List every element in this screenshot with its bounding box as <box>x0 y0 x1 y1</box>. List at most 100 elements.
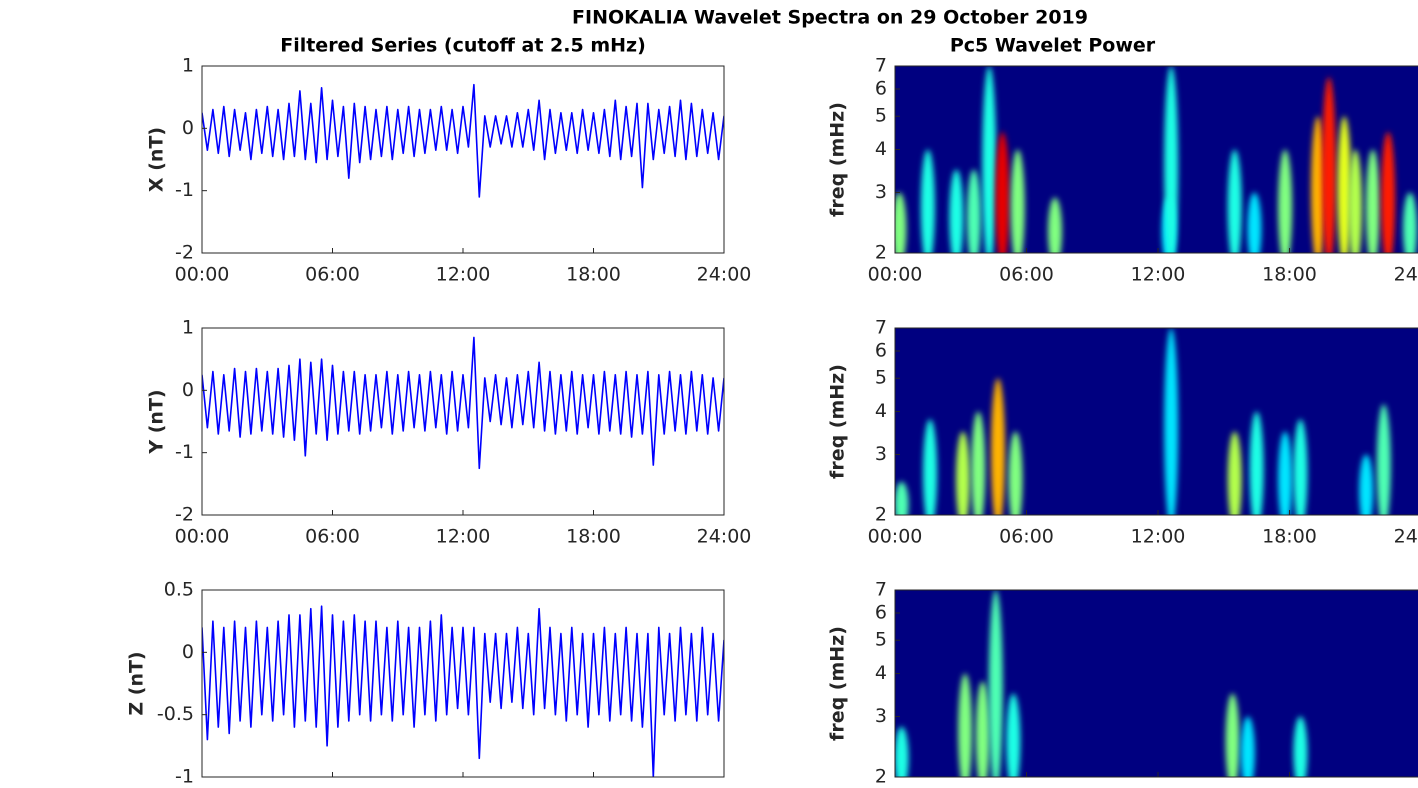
y-tick-label: 5 <box>875 367 887 389</box>
wavelet-burst <box>1010 149 1025 253</box>
wavelet-burst <box>1359 454 1374 515</box>
wavelet-burst <box>1247 192 1262 253</box>
subplot-title: Pc5 Wavelet Power <box>950 35 1156 57</box>
subplot: 2 3 4 5 67 freq (mHz) <box>827 579 1418 788</box>
wavelet-burst <box>1365 149 1380 253</box>
y-tick-label: 5 <box>875 105 887 127</box>
wavelet-burst <box>1293 419 1308 515</box>
wavelet-burst <box>1337 116 1352 253</box>
x-tick-label: 12:00 <box>1131 526 1186 548</box>
plot-background <box>202 328 724 515</box>
wavelet-burst <box>955 431 970 515</box>
y-axis-label: freq (mHz) <box>827 626 849 741</box>
wavelet-burst <box>982 66 997 253</box>
y-tick-label: 6 <box>875 78 887 100</box>
y-tick-label: -0.5 <box>157 703 194 725</box>
y-tick-label: 3 <box>875 181 887 203</box>
wavelet-burst <box>895 726 909 777</box>
y-tick-label: 2 <box>875 766 887 788</box>
y-tick-label: 6 <box>875 340 887 362</box>
wavelet-burst <box>949 169 964 253</box>
wavelet-burst <box>991 378 1006 515</box>
y-tick-label: 2 <box>875 504 887 526</box>
y-tick-label: 7 <box>875 579 887 601</box>
y-tick-label: 6 <box>875 602 887 624</box>
wavelet-burst <box>1240 716 1255 777</box>
y-axis-label: Y (nT) <box>146 389 168 454</box>
wavelet-burst <box>1278 431 1293 515</box>
y-axis-label: X (nT) <box>146 127 168 192</box>
wavelet-burst <box>995 131 1010 253</box>
y-tick-label: 0.5 <box>164 579 194 601</box>
subplot: -2 -1 0 1 00:00 06:00 12:00 18:00 24:00 Y (nT) <box>146 317 752 548</box>
x-tick-label: 06:00 <box>305 526 360 548</box>
wavelet-burst <box>1225 693 1240 777</box>
x-tick-label: 18:00 <box>566 526 621 548</box>
wavelet-burst <box>1403 192 1418 253</box>
y-tick-label: 7 <box>875 55 887 77</box>
y-tick-label: 2 <box>875 242 887 264</box>
wavelet-burst <box>1047 197 1062 253</box>
wavelet-burst <box>1321 77 1336 253</box>
wavelet-burst <box>958 673 973 777</box>
x-tick-label: 18:00 <box>566 264 621 286</box>
y-tick-label: 4 <box>875 138 887 160</box>
wavelet-burst <box>971 411 986 515</box>
x-tick-label: 00:00 <box>868 526 923 548</box>
wavelet-burst <box>1006 693 1021 777</box>
y-tick-label: -2 <box>175 504 194 526</box>
wavelet-burst <box>1278 149 1293 253</box>
y-tick-label: 1 <box>182 55 194 77</box>
x-tick-label: 00:00 <box>175 526 230 548</box>
y-axis-label: Z (nT) <box>126 651 148 715</box>
wavelet-burst <box>1249 411 1264 515</box>
wavelet-burst <box>1227 149 1242 253</box>
wavelet-burst <box>975 681 990 777</box>
y-tick-label: -2 <box>175 242 194 264</box>
bursts <box>895 66 1418 253</box>
y-tick-label: 0 <box>182 641 194 663</box>
wavelet-burst <box>1164 66 1179 253</box>
wavelet-burst <box>1310 116 1325 253</box>
x-tick-label: 00:00 <box>868 264 923 286</box>
y-tick-label: 4 <box>875 400 887 422</box>
x-tick-label: 12:00 <box>436 264 491 286</box>
subplot-title: Filtered Series (cutoff at 2.5 mHz) <box>280 35 646 57</box>
wavelet-burst <box>1348 149 1363 253</box>
x-tick-label: 12:00 <box>1131 264 1186 286</box>
x-tick-label: 18:00 <box>1262 264 1317 286</box>
x-tick-label: 24:00 <box>697 526 752 548</box>
x-tick-label: 06:00 <box>999 264 1054 286</box>
x-tick-label: 24:00 <box>1394 264 1418 286</box>
y-tick-label: 3 <box>875 705 887 727</box>
series-line <box>202 605 724 777</box>
y-axis-label: freq (mHz) <box>827 102 849 217</box>
x-tick-label: 00:00 <box>175 264 230 286</box>
x-tick-label: 24:00 <box>1394 526 1418 548</box>
y-tick-label: -1 <box>175 441 194 463</box>
y-tick-label: 0 <box>182 379 194 401</box>
wavelet-burst <box>966 169 981 253</box>
wavelet-burst <box>988 590 1003 777</box>
subplot: -1 -0.5 0 0.5 Z (nT) <box>126 579 725 788</box>
x-tick-label: 06:00 <box>999 526 1054 548</box>
y-tick-label: 0 <box>182 117 194 139</box>
wavelet-burst <box>1293 716 1308 777</box>
figure-title: FINOKALIA Wavelet Spectra on 29 October … <box>572 7 1088 29</box>
series-line <box>202 336 724 470</box>
subplot: Filtered Series (cutoff at 2.5 mHz) -2 -1 0… <box>146 35 752 286</box>
x-tick-label: 12:00 <box>436 526 491 548</box>
bursts <box>895 328 1391 515</box>
y-tick-label: 7 <box>875 317 887 339</box>
plot-background <box>202 66 724 253</box>
plot-background <box>895 590 1418 777</box>
x-tick-label: 06:00 <box>305 264 360 286</box>
subplot: Pc5 Wavelet Power 2 3 4 5 67 00:00 06:00 12:00 18… <box>827 35 1418 286</box>
y-axis-label: freq (mHz) <box>827 364 849 479</box>
wavelet-burst <box>1164 328 1179 515</box>
wavelet-burst <box>895 192 907 253</box>
wavelet-burst <box>1376 404 1391 515</box>
y-tick-label: -1 <box>175 179 194 201</box>
